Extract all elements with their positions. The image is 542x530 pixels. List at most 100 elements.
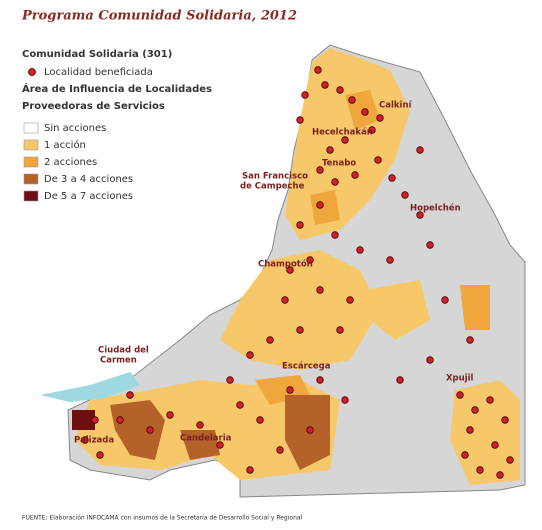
area-1 — [285, 48, 410, 240]
locality-point — [396, 376, 404, 384]
locality-point — [81, 436, 89, 444]
locality-point — [426, 356, 434, 364]
locality-point — [374, 156, 382, 164]
locality-point — [341, 136, 349, 144]
locality-point — [196, 421, 204, 429]
locality-point — [146, 426, 154, 434]
locality-point — [286, 386, 294, 394]
locality-point — [491, 441, 499, 449]
locality-point — [476, 466, 484, 474]
locality-point — [416, 211, 424, 219]
locality-point — [316, 201, 324, 209]
place-label: Champotón — [258, 259, 313, 270]
title: Programa Comunidad Solidaria, 2012 — [21, 9, 297, 24]
place-label: Hopelchén — [410, 203, 461, 214]
legend-label: De 5 a 7 acciones — [44, 191, 133, 202]
locality-point — [326, 146, 334, 154]
locality-point — [426, 241, 434, 249]
locality-point — [501, 416, 509, 424]
area-4 — [72, 410, 95, 430]
locality-point — [441, 296, 449, 304]
locality-point — [286, 266, 294, 274]
area-3 — [180, 430, 220, 460]
locality-point — [471, 406, 479, 414]
locality-point — [266, 336, 274, 344]
place-label: San Francisco — [242, 172, 308, 182]
locality-point — [336, 326, 344, 334]
locality-point — [126, 391, 134, 399]
locality-point — [351, 171, 359, 179]
locality-point — [368, 126, 376, 134]
place-label: Candelaria — [180, 434, 232, 444]
locality-point — [506, 456, 514, 464]
area-1 — [450, 380, 520, 485]
place-label: Ciudad del — [98, 346, 149, 356]
locality-point — [116, 416, 124, 424]
place-label: Xpujil — [446, 374, 474, 384]
place-label: Palizada — [74, 436, 114, 446]
area-3 — [110, 400, 165, 460]
locality-point — [236, 401, 244, 409]
legend-heading: Comunidad Solidaria (301) — [22, 49, 172, 60]
locality-point — [331, 231, 339, 239]
locality-point — [461, 451, 469, 459]
source-note: FUENTE: Elaboración INFOCAMA con insumos… — [22, 515, 303, 522]
locality-point — [348, 96, 356, 104]
place-label: Carmen — [100, 356, 137, 366]
locality-point — [376, 114, 384, 122]
locality-points — [81, 66, 514, 479]
place-label: Tenabo — [322, 159, 356, 169]
area-1 — [220, 250, 380, 370]
locality-point — [321, 81, 329, 89]
locality-point — [331, 178, 339, 186]
legend-heading: Área de Influencia de Localidades — [22, 82, 212, 95]
locality-point — [314, 66, 322, 74]
locality-point — [301, 91, 309, 99]
locality-point — [296, 221, 304, 229]
locality-point — [166, 411, 174, 419]
place-label: Hecelchakán — [312, 128, 373, 138]
locality-point — [226, 376, 234, 384]
state-map — [40, 44, 526, 498]
locality-point — [276, 446, 284, 454]
legend-swatch — [23, 156, 39, 168]
lagoon — [40, 372, 140, 402]
locality-point — [346, 296, 354, 304]
locality-point — [341, 396, 349, 404]
legend-swatch — [23, 139, 39, 151]
legend-swatch — [23, 173, 39, 185]
legend-heading: Proveedoras de Servicios — [22, 101, 165, 112]
locality-point — [486, 396, 494, 404]
area-2 — [460, 285, 490, 330]
locality-point — [216, 441, 224, 449]
place-label: de Campeche — [240, 182, 305, 192]
locality-point — [416, 146, 424, 154]
place-label: Escárcega — [282, 362, 331, 372]
locality-point — [388, 174, 396, 182]
locality-point — [386, 256, 394, 264]
locality-point — [306, 426, 314, 434]
locality-point — [466, 426, 474, 434]
locality-point — [246, 351, 254, 359]
place-label: Calkiní — [379, 101, 413, 111]
locality-point — [296, 326, 304, 334]
locality-point — [466, 336, 474, 344]
locality-point — [316, 286, 324, 294]
locality-point — [361, 108, 369, 116]
legend-swatch — [23, 122, 39, 134]
locality-point — [91, 416, 99, 424]
locality-point — [456, 391, 464, 399]
legend-label: 1 acción — [44, 139, 86, 151]
legend-label: Localidad beneficiada — [44, 67, 153, 78]
area-1 — [365, 280, 430, 340]
legend-label: Sin acciones — [44, 123, 106, 134]
legend-label: 2 acciones — [44, 157, 97, 168]
locality-point — [401, 191, 409, 199]
locality-point — [256, 416, 264, 424]
locality-point — [306, 256, 314, 264]
locality-point — [316, 376, 324, 384]
locality-point — [246, 466, 254, 474]
locality-point — [281, 296, 289, 304]
locality-point — [316, 166, 324, 174]
